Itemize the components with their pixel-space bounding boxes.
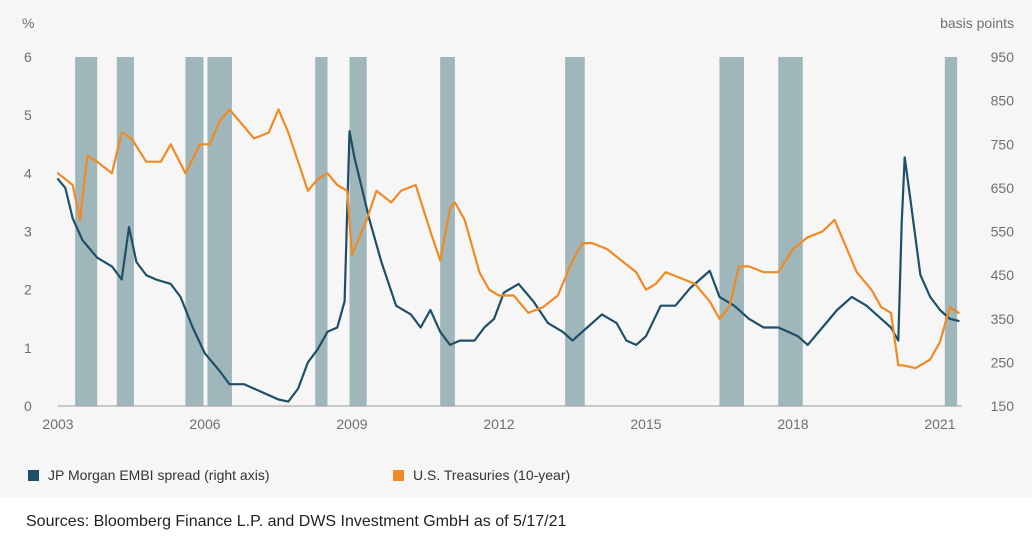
right-tick-label: 250 (991, 354, 1015, 370)
legend-treasury: U.S. Treasuries (10-year) (393, 467, 570, 483)
right-axis-unit: basis points (940, 15, 1014, 31)
shaded-period (116, 57, 134, 406)
shaded-period (778, 57, 803, 406)
shaded-period (440, 57, 455, 406)
chart-svg: 0 1 2 3 4 5 6 150 250 350 450 550 650 750 850 950 2003 20… (22, 15, 1014, 432)
shaded-period (207, 57, 232, 406)
legend-embi: JP Morgan EMBI spread (right axis) (28, 467, 270, 483)
x-tick-label: 2018 (777, 416, 808, 432)
chart-panel: 0 1 2 3 4 5 6 150 250 350 450 550 650 750 850 950 2003 20… (22, 15, 1015, 483)
right-tick-label: 350 (991, 311, 1015, 327)
shaded-period (75, 57, 98, 406)
series-lines (56, 108, 960, 403)
right-tick-label: 150 (991, 398, 1015, 414)
right-tick-label: 650 (991, 180, 1015, 196)
legend-embi-swatch (28, 469, 39, 481)
shaded-period (185, 57, 204, 406)
shaded-period (349, 57, 367, 406)
treasury-yield-line (56, 108, 960, 370)
left-axis-unit: % (22, 15, 34, 31)
left-tick-label: 5 (24, 107, 32, 123)
x-tick-label: 2003 (42, 416, 73, 432)
legend-treasury-label: U.S. Treasuries (10-year) (413, 467, 571, 483)
shaded-period (719, 57, 744, 406)
x-tick-label: 2021 (924, 416, 955, 432)
right-tick-label: 550 (991, 224, 1015, 240)
left-tick-label: 6 (24, 49, 32, 65)
x-tick-label: 2006 (189, 416, 220, 432)
shaded-period (315, 57, 328, 406)
left-tick-label: 1 (24, 340, 32, 356)
source-note: Sources: Bloomberg Finance L.P. and DWS … (26, 513, 567, 530)
shaded-period (944, 57, 958, 406)
right-tick-label: 850 (991, 93, 1015, 109)
x-tick-label: 2012 (483, 416, 514, 432)
right-tick-label: 750 (991, 136, 1015, 152)
left-tick-label: 4 (24, 165, 32, 181)
legend-treasury-swatch (393, 469, 404, 481)
left-tick-label: 0 (24, 398, 32, 414)
shaded-period (565, 57, 585, 406)
left-tick-label: 3 (24, 224, 32, 240)
legend-embi-label: JP Morgan EMBI spread (right axis) (48, 467, 270, 483)
right-tick-label: 950 (991, 49, 1015, 65)
left-tick-label: 2 (24, 282, 32, 298)
right-tick-label: 450 (991, 267, 1015, 283)
shaded-periods (75, 57, 958, 406)
tick-labels: 0 1 2 3 4 5 6 150 250 350 450 550 650 750 850 950 2003 20… (24, 49, 1014, 432)
x-tick-label: 2009 (336, 416, 367, 432)
embi-spread-line (56, 130, 960, 403)
x-tick-label: 2015 (630, 416, 661, 432)
